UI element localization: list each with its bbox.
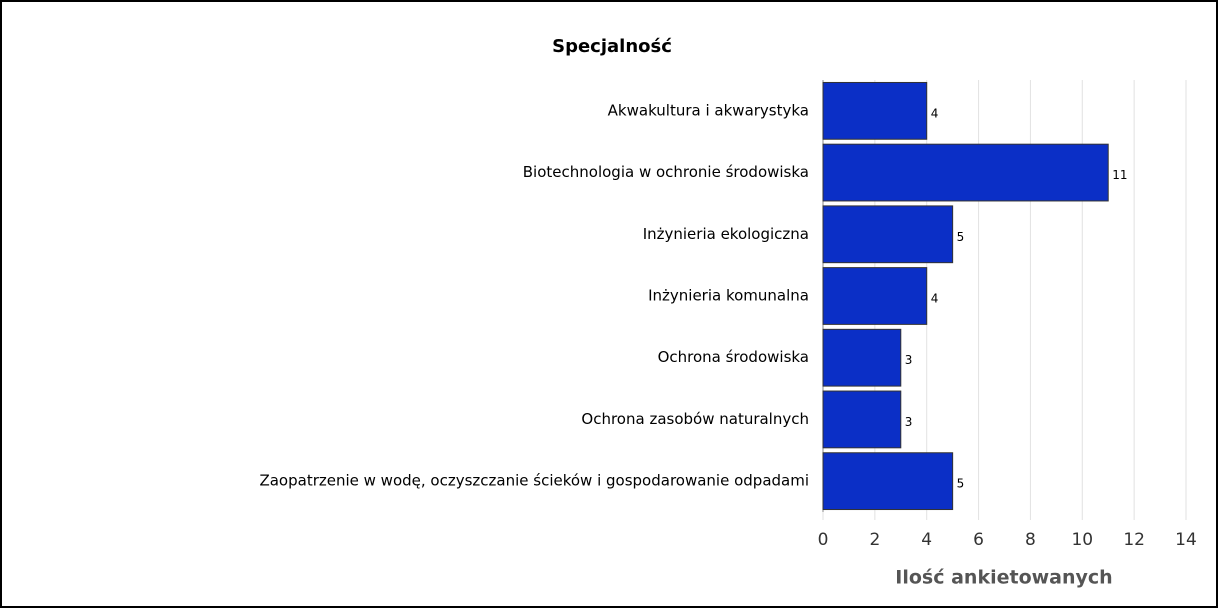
value-label: 4 — [931, 292, 939, 306]
y-tick-label: Inżynieria komunalna — [648, 287, 809, 305]
value-label: 5 — [957, 230, 965, 244]
x-tick-label: 12 — [1123, 530, 1145, 550]
bar — [822, 328, 902, 387]
bar — [822, 452, 954, 511]
y-tick-label: Ochrona środowiska — [658, 348, 809, 366]
y-tick-label: Zaopatrzenie w wodę, oczyszczanie ściekó… — [259, 472, 809, 490]
y-tick-label: Ochrona zasobów naturalnych — [581, 410, 809, 428]
x-tick-label: 8 — [1025, 530, 1036, 550]
value-label: 5 — [957, 477, 965, 491]
value-label: 11 — [1112, 168, 1127, 182]
bar — [822, 205, 954, 264]
x-tick-label: 4 — [921, 530, 932, 550]
y-tick-label: Akwakultura i akwarystyka — [608, 101, 809, 119]
bar — [822, 390, 902, 449]
x-tick-label: 14 — [1175, 530, 1197, 550]
bar — [822, 143, 1109, 202]
y-tick-label: Biotechnologia w ochronie środowiska — [523, 163, 809, 181]
x-tick-label: 6 — [973, 530, 984, 550]
bar — [822, 81, 928, 140]
value-label: 4 — [931, 106, 939, 120]
value-label: 3 — [905, 353, 913, 367]
chart-title: Specjalność — [552, 36, 672, 57]
y-tick-label: Inżynieria ekologiczna — [643, 225, 809, 243]
value-label: 3 — [905, 415, 913, 429]
x-tick-label: 0 — [818, 530, 829, 550]
x-tick-label: 2 — [869, 530, 880, 550]
x-tick-label: 10 — [1071, 530, 1093, 550]
bar — [822, 267, 928, 325]
x-axis-label: Ilość ankietowanych — [895, 567, 1112, 589]
